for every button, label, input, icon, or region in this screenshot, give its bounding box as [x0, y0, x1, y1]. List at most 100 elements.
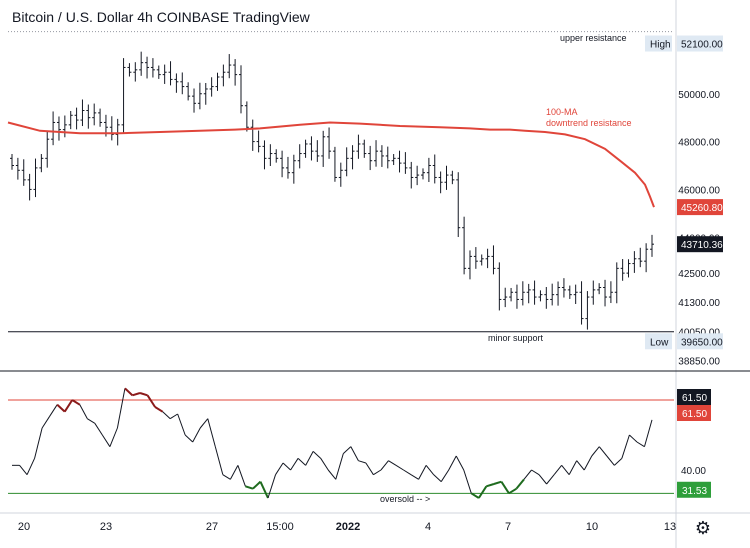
high-tag-label-box: [645, 35, 672, 52]
rsi-segment: [477, 485, 488, 499]
price-axis-label: 48000.00: [678, 138, 720, 149]
rsi-segment: [606, 455, 615, 466]
time-axis-label: 23: [100, 521, 112, 533]
price-bar: [285, 156, 290, 179]
price-bar: [362, 139, 367, 158]
price-bar: [368, 145, 373, 171]
price-bar: [520, 281, 525, 306]
rsi-segment: [132, 392, 141, 397]
rsi-segment: [34, 427, 43, 459]
high-tag: High 52100.00: [645, 35, 723, 52]
rsi-segment: [19, 465, 28, 475]
time-axis-label: 7: [505, 521, 511, 533]
low-tag-label-box: [645, 333, 672, 350]
rsi-segment: [561, 465, 570, 475]
low-tag-value: 39650.00: [681, 337, 723, 348]
price-bar: [532, 280, 537, 305]
price-bar: [403, 152, 408, 174]
price-bar: [550, 283, 555, 306]
rsi-segment: [124, 387, 134, 397]
rsi-segment: [41, 416, 51, 429]
price-bar: [192, 88, 197, 113]
price-bar: [438, 171, 443, 194]
price-bar: [620, 259, 625, 281]
time-axis-label: 13: [664, 521, 676, 533]
rsi-segment: [470, 492, 480, 499]
low-tag: Low 39650.00: [645, 333, 723, 350]
price-bar: [432, 154, 437, 184]
rsi-segment: [531, 469, 540, 476]
rsi-segment: [109, 427, 118, 447]
ma-sublabel: downtrend resistance: [546, 118, 632, 128]
rsi-segment: [493, 480, 502, 485]
rsi-segment: [583, 455, 593, 471]
rsi-pane: oversold -- >: [8, 387, 674, 504]
price-bar: [209, 77, 214, 97]
rsi-segment: [538, 474, 547, 485]
price-bar: [21, 159, 26, 186]
price-bar: [491, 245, 496, 275]
rsi-axis-label: 40.00: [681, 466, 706, 477]
rsi-segment: [433, 474, 442, 483]
price-bar: [509, 287, 514, 302]
price-bar: [51, 111, 56, 146]
rsi-segment: [523, 469, 532, 480]
price-bar: [356, 134, 361, 159]
ma-100-line: [7, 121, 655, 208]
price-bar: [98, 108, 103, 127]
price-bar: [321, 130, 326, 167]
price-bar: [139, 51, 144, 76]
rsi-segment: [116, 388, 126, 429]
rsi-segment: [305, 451, 314, 466]
price-bar: [315, 140, 320, 162]
rsi-segment: [486, 483, 495, 488]
last-price-tag-value-box: [677, 236, 723, 253]
price-bar: [603, 279, 608, 307]
price-bar: [45, 131, 50, 168]
price-bar: [350, 145, 355, 170]
price-bar: [426, 157, 431, 183]
price-bar: [608, 281, 613, 304]
price-bar: [421, 168, 426, 180]
price-bar: [233, 59, 238, 86]
price-axis-label: 42500.00: [678, 269, 720, 280]
rsi-segment: [199, 418, 209, 429]
rsi-segment: [49, 404, 58, 417]
price-bar: [227, 54, 232, 79]
rsi-segment: [312, 450, 322, 459]
price-bar: [221, 64, 226, 87]
rsi-segment: [192, 427, 201, 443]
rsi-segment: [275, 462, 284, 475]
price-bar: [391, 154, 396, 166]
price-bar: [162, 64, 167, 84]
price-axis-label: 50000.00: [678, 90, 720, 101]
price-bar: [597, 283, 602, 295]
rsi-segment: [455, 455, 465, 471]
price-bar: [332, 146, 337, 182]
price-bar: [303, 139, 308, 158]
price-bar: [415, 165, 420, 186]
price-bar: [503, 287, 508, 308]
price-bar: [462, 216, 467, 275]
price-bar: [650, 234, 654, 257]
price-bar: [526, 283, 531, 304]
price-bar: [561, 278, 566, 298]
price-bar: [614, 262, 619, 304]
price-bar: [74, 107, 79, 130]
rsi-segment: [56, 403, 66, 413]
rsi-segment: [425, 465, 435, 475]
rsi-tag-top-box: [677, 389, 711, 405]
rsi-segment: [365, 462, 374, 475]
price-bar: [379, 145, 384, 167]
ma-price-tag: 45260.80: [677, 199, 723, 216]
gear-icon[interactable]: ⚙: [694, 518, 712, 539]
price-bar: [291, 154, 296, 184]
rsi-segment: [418, 465, 427, 480]
price-bar: [174, 73, 179, 93]
time-axis-label: 10: [586, 521, 598, 533]
price-bar: [133, 62, 138, 82]
price-bar: [297, 144, 302, 169]
oversold-label: oversold -- >: [380, 494, 430, 504]
